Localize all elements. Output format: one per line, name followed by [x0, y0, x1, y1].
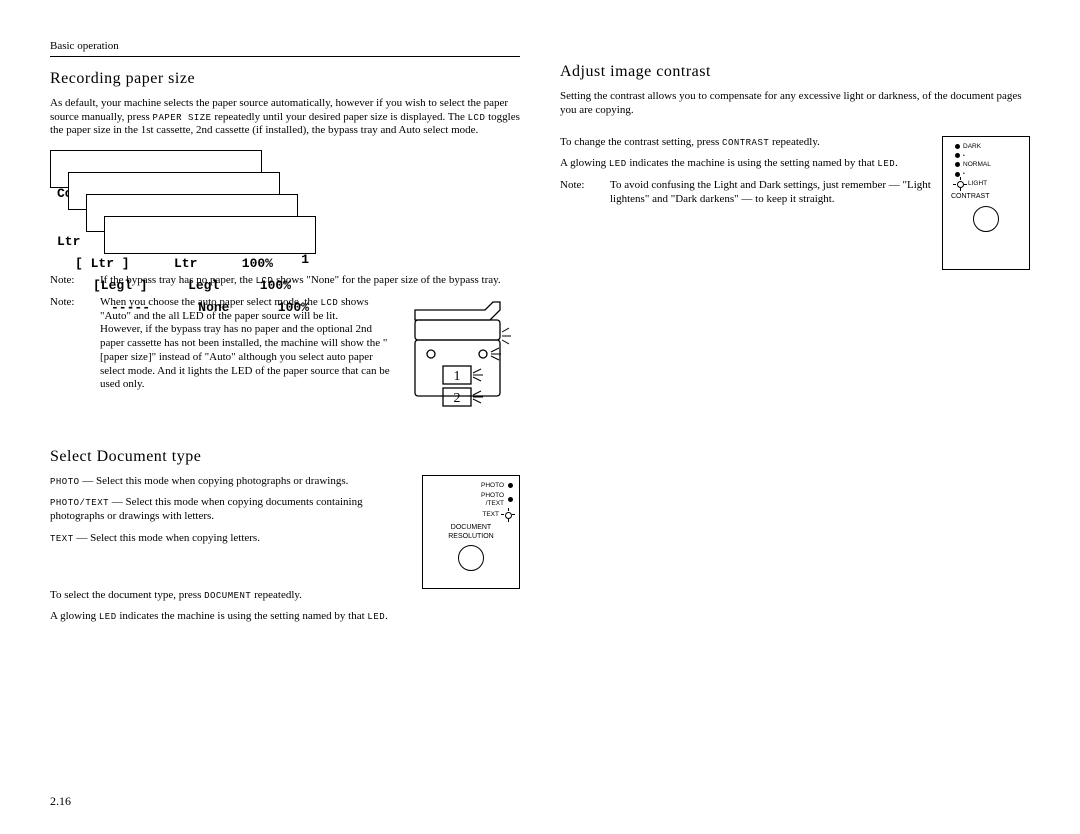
- txt: A glowing: [560, 157, 609, 169]
- txt: To change the contrast setting, press: [560, 136, 722, 148]
- document-button: [458, 545, 484, 571]
- txt: To select the document type, press: [50, 589, 204, 601]
- lcd-row-4: 1 -----None100%: [104, 216, 316, 254]
- panel-bottom-label: DOCUMENT RESOLUTION: [429, 524, 513, 542]
- svg-text:1: 1: [454, 369, 461, 384]
- lcd-text: None: [198, 300, 229, 316]
- contrast-para-1: Setting the contrast allows you to compe…: [560, 90, 1030, 118]
- panel-label: TEXT: [482, 511, 499, 519]
- led-glow-icon: [503, 510, 513, 520]
- txt: indicates the machine is using the setti…: [117, 610, 368, 622]
- copier-illustration: 1 2: [405, 296, 520, 431]
- phototext-line: PHOTO/TEXT — Select this mode when copyi…: [50, 496, 408, 524]
- txt: repeatedly until your desired paper size…: [212, 111, 468, 123]
- contrast-caps: CONTRAST: [722, 138, 769, 148]
- document-caps: DOCUMENT: [204, 591, 251, 601]
- led-caps: LED: [609, 159, 627, 169]
- led-dot: [508, 497, 513, 502]
- led-caps: LED: [99, 612, 117, 622]
- led-dot: [955, 162, 960, 167]
- panel-label: NORMAL: [963, 161, 991, 169]
- led-dot: [955, 153, 960, 158]
- txt: indicates the machine is using the setti…: [627, 157, 878, 169]
- lcd-text: 1: [301, 252, 309, 268]
- header-section: Basic operation: [50, 40, 520, 57]
- lcd-text: 100%: [278, 300, 309, 316]
- note-label: Note:: [50, 296, 90, 431]
- led-glow-icon: [955, 179, 965, 189]
- select-line-2: A glowing LED indicates the machine is u…: [50, 610, 520, 624]
- led-dot: [955, 172, 960, 177]
- txt: repeatedly.: [769, 136, 820, 148]
- photo-caps: PHOTO: [50, 477, 80, 487]
- heading-select-doc: Select Document type: [50, 447, 520, 467]
- document-resolution-panel: PHOTO PHOTO /TEXT TEXT DOCUMENT RESOLUTI…: [422, 475, 520, 589]
- contrast-button: [973, 206, 999, 232]
- txt: — Select this mode when copying letters.: [74, 532, 260, 544]
- panel-label: DARK: [963, 143, 981, 151]
- lcd-stack: Copy Ready1 LtrAuto100% 1 [ Ltr ]Ltr100%…: [50, 150, 520, 260]
- contrast-note: Note: To avoid confusing the Light and D…: [560, 179, 932, 207]
- panel-label: PHOTO /TEXT: [481, 492, 504, 508]
- txt: repeatedly.: [251, 589, 302, 601]
- led-dot: [508, 483, 513, 488]
- txt: To avoid confusing the Light and Dark se…: [610, 179, 932, 207]
- heading-contrast: Adjust image contrast: [560, 62, 1030, 82]
- led-dot: [955, 144, 960, 149]
- panel-label: LIGHT: [968, 180, 987, 188]
- led-caps: LED: [367, 612, 385, 622]
- txt: — Select this mode when copying photogra…: [80, 475, 349, 487]
- txt: A glowing: [50, 610, 99, 622]
- svg-text:2: 2: [454, 391, 461, 406]
- recording-paragraph: As default, your machine selects the pap…: [50, 97, 520, 138]
- photo-line: PHOTO — Select this mode when copying ph…: [50, 475, 408, 489]
- text-caps: TEXT: [50, 534, 74, 544]
- led-caps: LED: [877, 159, 895, 169]
- panel-bottom-label: CONTRAST: [947, 193, 1025, 202]
- contrast-panel: DARK • NORMAL • LIGHT CONTRAST: [942, 136, 1030, 270]
- note-label: Note:: [560, 179, 600, 207]
- heading-recording: Recording paper size: [50, 69, 520, 89]
- phototext-caps: PHOTO/TEXT: [50, 498, 109, 508]
- text-line: TEXT — Select this mode when copying let…: [50, 532, 408, 546]
- lcd-caps: LCD: [321, 298, 339, 308]
- page-number: 2.16: [50, 794, 71, 809]
- lcd-caps: LCD: [468, 113, 486, 123]
- select-line-1: To select the document type, press DOCUM…: [50, 589, 520, 603]
- lcd-text: -----: [111, 300, 150, 316]
- panel-label: PHOTO: [481, 482, 504, 490]
- paper-size-caps: PAPER SIZE: [153, 113, 212, 123]
